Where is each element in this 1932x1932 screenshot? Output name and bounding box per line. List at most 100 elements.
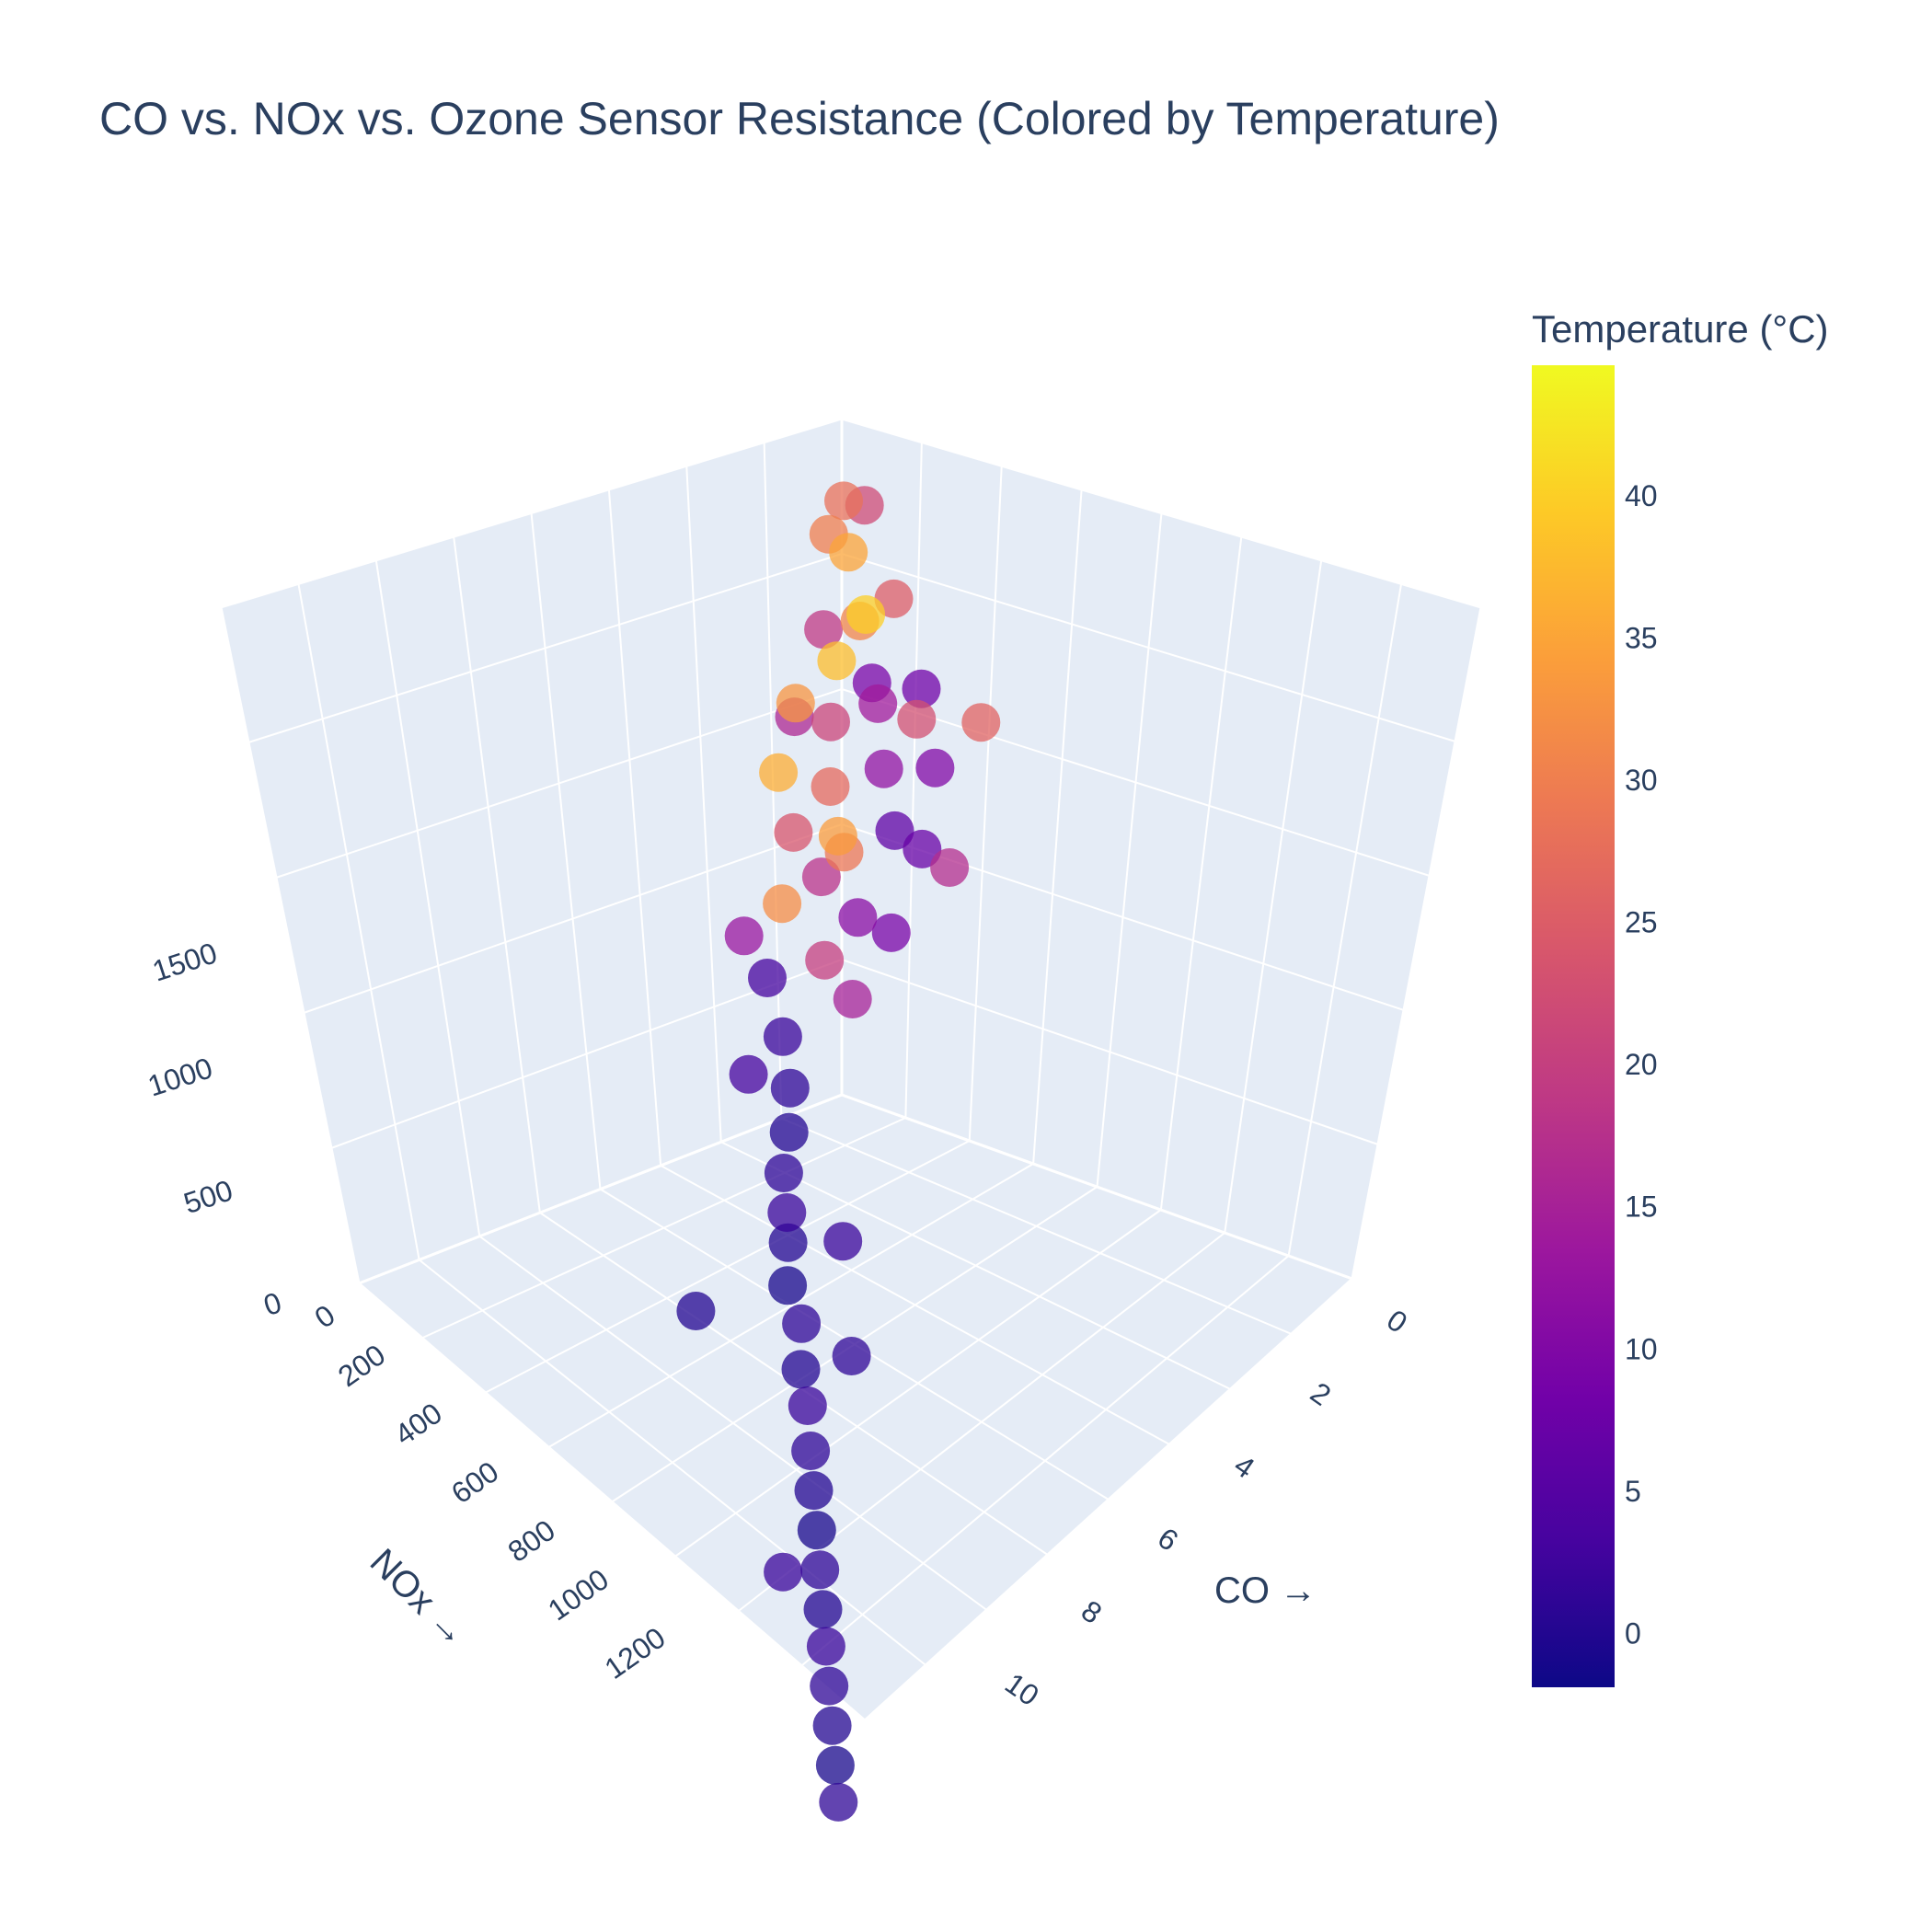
data-point xyxy=(812,1706,852,1745)
data-point xyxy=(811,767,850,806)
gridline xyxy=(1032,489,1083,1165)
gridline xyxy=(297,583,420,1260)
gridline xyxy=(841,959,1379,1145)
data-point xyxy=(832,1337,871,1375)
data-point xyxy=(800,1550,840,1590)
nox-tick-label: 600 xyxy=(445,1455,504,1510)
gridline xyxy=(1287,583,1403,1257)
nox-tick-label: 0 xyxy=(308,1298,340,1335)
gridline xyxy=(303,823,843,1014)
data-point xyxy=(805,940,845,980)
data-point xyxy=(767,1193,807,1232)
data-point xyxy=(764,1552,803,1592)
gridline xyxy=(275,688,843,879)
gridline xyxy=(247,553,843,743)
nox-tick-label: 400 xyxy=(388,1397,447,1452)
nox-tick-label: 200 xyxy=(332,1338,391,1393)
data-point xyxy=(864,749,903,788)
colorbar-tick-label: 10 xyxy=(1625,1332,1658,1365)
gridline xyxy=(607,489,662,1166)
data-point xyxy=(829,533,868,572)
data-point xyxy=(763,884,802,924)
colorbar-tick-label: 20 xyxy=(1625,1048,1658,1081)
gridline xyxy=(720,1141,1231,1390)
data-point xyxy=(781,1350,821,1389)
ozone-tick-label: 1000 xyxy=(144,1051,216,1102)
data-point xyxy=(782,1304,822,1343)
colorbar-tick-label: 15 xyxy=(1625,1190,1658,1224)
data-point xyxy=(797,1511,836,1550)
data-point xyxy=(774,812,813,852)
data-point xyxy=(903,829,942,868)
gridline xyxy=(374,559,481,1236)
co-tick-label: 4 xyxy=(1228,1448,1260,1485)
ozone-tick-label: 500 xyxy=(179,1173,236,1220)
gridlines xyxy=(247,442,1456,1667)
data-point xyxy=(768,1223,808,1262)
colorbar-title: Temperature (°C) xyxy=(1532,307,1829,351)
co-axis-title: CO → xyxy=(1214,1570,1317,1611)
data-point xyxy=(804,610,844,650)
co-tick-label: 0 xyxy=(1381,1303,1413,1340)
data-point xyxy=(776,684,815,723)
data-point xyxy=(961,703,1001,742)
colorbar-bar xyxy=(1532,365,1615,1687)
data-point xyxy=(858,684,898,723)
co-tick-label: 2 xyxy=(1305,1375,1337,1412)
data-point xyxy=(763,1017,802,1056)
data-point xyxy=(823,1222,863,1261)
data-points xyxy=(676,481,1001,1822)
data-point xyxy=(794,1471,834,1511)
data-point xyxy=(815,1745,855,1785)
data-point xyxy=(818,816,857,856)
colorbar: Temperature (°C) 0 5 10 15 20 25 30 35 40 xyxy=(1532,307,1829,1687)
data-point xyxy=(768,1266,808,1305)
ozone-tick-label: 0 xyxy=(259,1285,285,1322)
gridline xyxy=(530,512,602,1190)
data-point xyxy=(819,1782,858,1822)
gridline xyxy=(453,535,541,1213)
data-point xyxy=(810,1666,849,1706)
co-tick-label: 6 xyxy=(1152,1521,1184,1558)
data-point xyxy=(770,1068,810,1108)
co-tick-label: 8 xyxy=(1075,1593,1108,1630)
scene xyxy=(219,416,1483,1723)
data-point xyxy=(788,1386,827,1425)
gridline xyxy=(800,1255,1290,1667)
gridline xyxy=(1159,536,1243,1211)
gridline xyxy=(1096,512,1163,1188)
gridline xyxy=(968,466,1003,1142)
data-point xyxy=(930,848,970,887)
data-point xyxy=(838,898,878,937)
co-tick-label: 10 xyxy=(999,1666,1045,1712)
ozone-tick-label: 1500 xyxy=(148,936,221,987)
gridline xyxy=(1224,559,1323,1234)
chart-title: CO vs. NOx vs. Ozone Sensor Resistance (… xyxy=(99,93,1500,144)
nox-axis-title: NOx → xyxy=(362,1541,477,1655)
colorbar-tick-label: 40 xyxy=(1625,479,1658,512)
data-point xyxy=(811,702,850,742)
nox-tick-label: 1200 xyxy=(599,1621,672,1685)
gridline xyxy=(904,442,923,1119)
data-point xyxy=(806,1627,845,1666)
data-point xyxy=(875,811,914,850)
gridline xyxy=(841,688,1431,877)
colorbar-tick-label: 0 xyxy=(1625,1616,1641,1650)
data-point xyxy=(764,1154,803,1192)
data-point xyxy=(803,1590,843,1629)
gridline xyxy=(660,1164,1170,1445)
colorbar-tick-label: 30 xyxy=(1625,764,1658,797)
data-point xyxy=(791,1432,831,1470)
colorbar-ticks: 0 5 10 15 20 25 30 35 40 xyxy=(1625,479,1658,1650)
colorbar-tick-label: 25 xyxy=(1625,906,1658,939)
data-point xyxy=(676,1292,716,1330)
data-point xyxy=(759,753,799,792)
data-point xyxy=(729,1054,768,1094)
gridline xyxy=(685,466,722,1143)
colorbar-tick-label: 5 xyxy=(1625,1475,1641,1508)
gridline xyxy=(780,1117,1293,1335)
data-point xyxy=(801,857,841,897)
ozone-axis-ticks: 0 500 1000 1500 xyxy=(144,936,285,1322)
data-point xyxy=(769,1112,809,1152)
